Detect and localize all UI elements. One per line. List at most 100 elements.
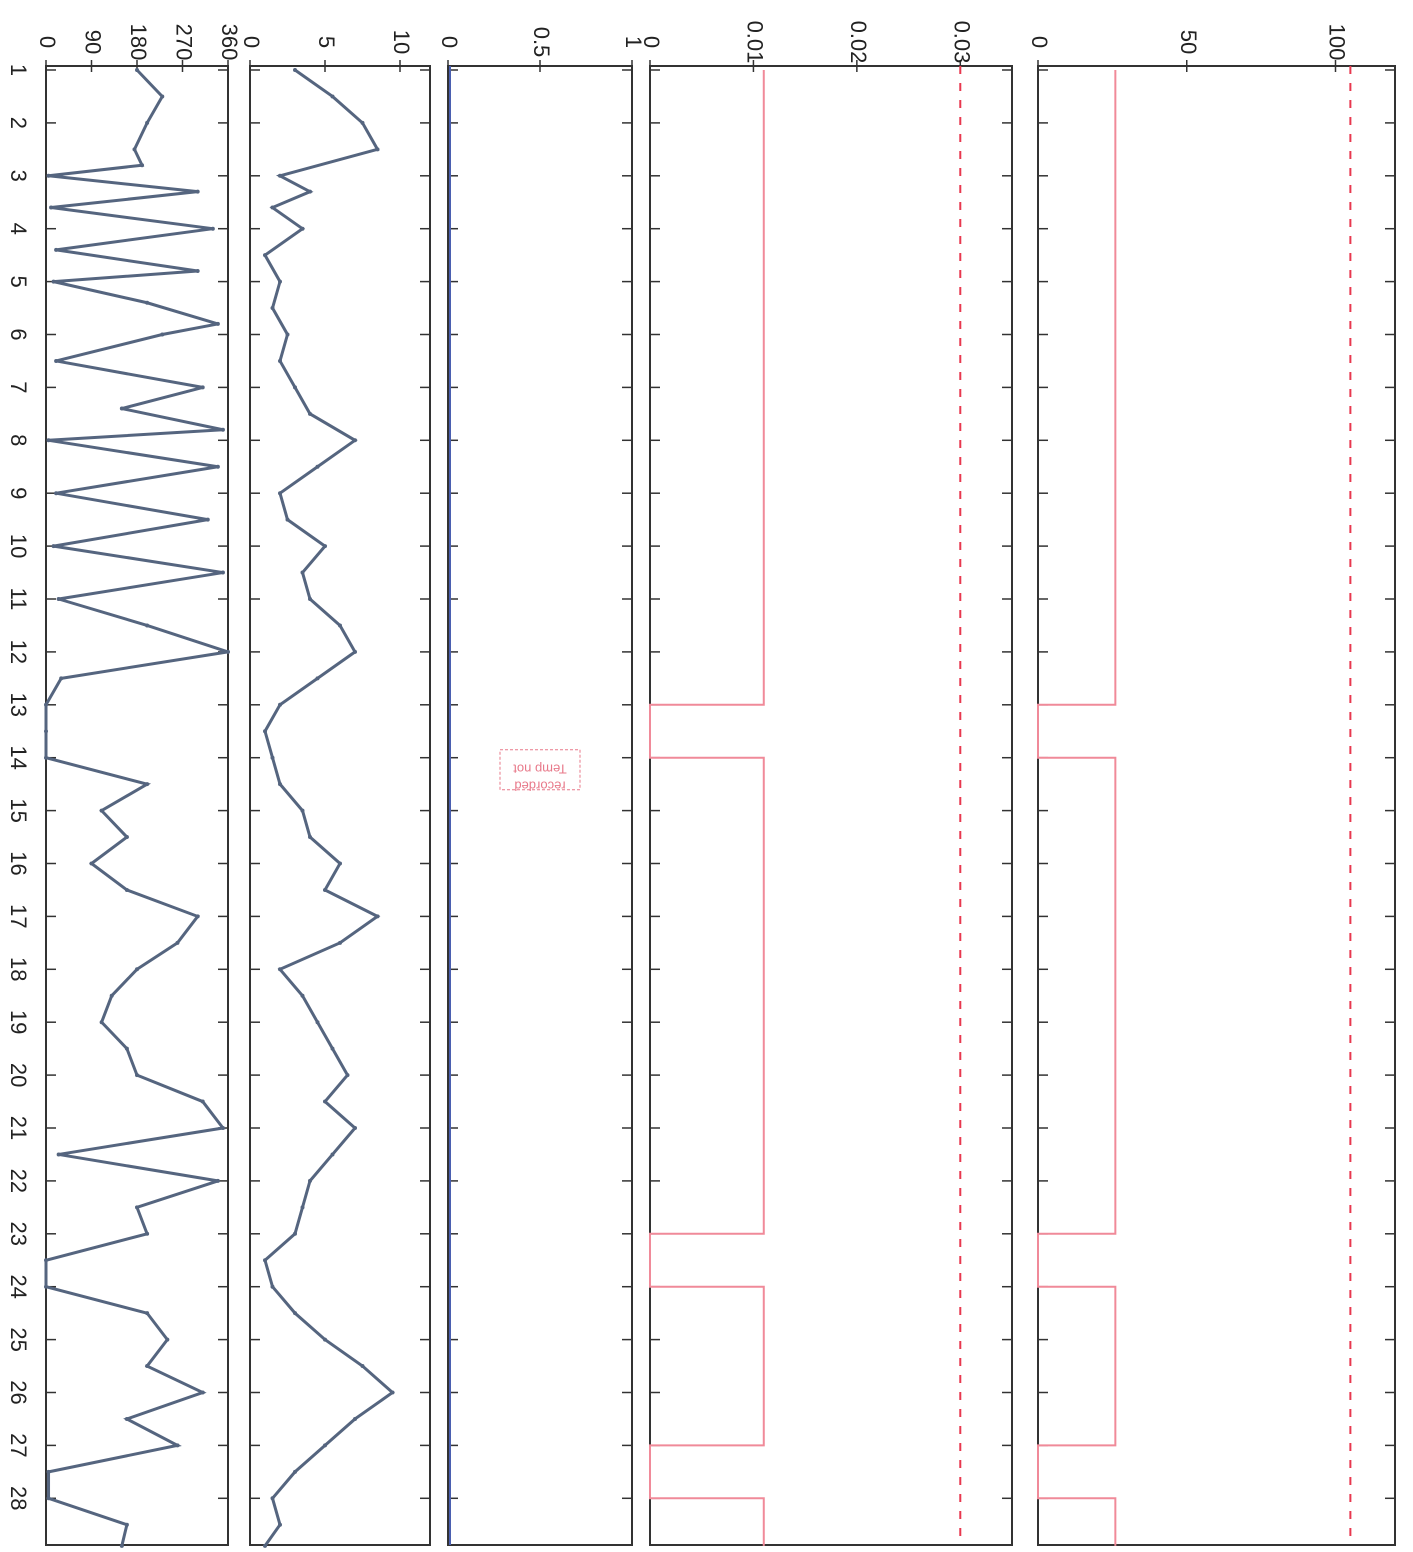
panel-4-data-point [323, 544, 327, 549]
day-tick-label: 10 [6, 534, 31, 558]
panel-5-data-point [160, 332, 165, 337]
day-tick-label: 3 [6, 170, 31, 182]
panel-5-data-point [145, 1364, 150, 1369]
panel-5-data-point [124, 835, 129, 840]
panel-4-data-point [360, 120, 365, 125]
panel-4-data-point [285, 332, 290, 337]
panel-5-value-tick-label: 270 [172, 24, 197, 61]
panel-4-data-point [263, 253, 267, 258]
panel-4-data-point [293, 1469, 297, 1474]
panel-5-data-point [145, 300, 150, 305]
panel-5-data-point [135, 68, 139, 72]
panel-4-data-point [308, 597, 312, 601]
panel-4-data-point [353, 1126, 357, 1130]
panel-4-data-point [308, 835, 312, 840]
panel-3-frame [447, 65, 633, 1546]
panel-3-value-tick-label: 1 [621, 36, 646, 48]
day-tick-label: 11 [6, 588, 31, 611]
panel-4-data-point [278, 279, 282, 284]
panel-5-data-point [215, 464, 220, 469]
panel-5-data-point [220, 1126, 225, 1130]
day-tick-label: 13 [6, 693, 31, 717]
panel-2-value-tick-label: 0.03 [949, 21, 974, 64]
panel-2-value-tick-label: 0.02 [846, 21, 871, 64]
day-tick-label: 14 [6, 745, 31, 769]
panel-5-value-tick-label: 360 [217, 24, 242, 61]
panel-5-data-point [220, 427, 225, 432]
panel-4-data-point [270, 1284, 275, 1289]
panel-5-data-point [200, 1099, 205, 1104]
panel-4-data-point [263, 1258, 267, 1263]
panel-4-data-point [308, 1178, 312, 1183]
panel-5-data-point [124, 1416, 129, 1421]
panel-4-data-point [278, 1522, 282, 1527]
day-tick-label: 15 [6, 798, 31, 822]
panel-4-data-point [293, 68, 297, 72]
panel-5-data-point [99, 808, 104, 813]
panel-5-data-point [51, 279, 56, 284]
day-tick-label: 6 [6, 328, 31, 340]
panel-4-data-point [293, 1231, 297, 1236]
panel-5-data-point [54, 358, 59, 363]
day-tick-label: 1 [6, 64, 31, 76]
panel-5-data-point [195, 914, 200, 919]
panel-4-series-line [263, 68, 395, 1547]
panel-5-data-point [160, 94, 165, 99]
panel-4-data-point [338, 623, 342, 628]
day-tick-label: 2 [6, 117, 31, 129]
panel-2-value-tick-label: 0.01 [743, 21, 768, 64]
panel-5-data-point [145, 1231, 150, 1236]
panel-5-frame [45, 65, 229, 1546]
panel-1-frame [1037, 65, 1396, 1546]
panel-5-data-point [44, 1258, 48, 1263]
panel-5-data-point [132, 147, 137, 152]
day-tick-label: 20 [6, 1063, 31, 1087]
panel-4-data-point [263, 729, 267, 734]
panel-2-frame [649, 65, 1013, 1546]
panel-4-data-point [330, 1152, 335, 1157]
panel-4-data-point [315, 464, 320, 469]
panel-5-data-point [56, 1152, 61, 1157]
panel-5-data-point [46, 438, 51, 443]
panel-5-data-point [135, 1205, 139, 1210]
day-tick-label: 27 [6, 1433, 31, 1457]
day-tick-label: 5 [6, 275, 31, 287]
panel-4-value-tick-label: 0 [239, 36, 264, 48]
panel-5-data-point [175, 940, 180, 945]
day-tick-label: 9 [6, 487, 31, 499]
panel-5-data-point [215, 321, 220, 326]
day-tick-label: 21 [6, 1116, 31, 1140]
day-tick-label: 23 [6, 1222, 31, 1246]
panel-5-data-point [54, 491, 59, 496]
panel-4-frame [249, 65, 431, 1546]
panel-4-data-point [353, 649, 357, 654]
panel-1-value-tick-label: 100 [1325, 24, 1350, 61]
panel-5-data-point [44, 755, 48, 760]
panel-4-data-point [300, 1205, 305, 1210]
panel-5-value-tick-label: 180 [126, 24, 151, 61]
panel-4-data-point [278, 702, 282, 707]
day-tick-label: 12 [6, 640, 31, 664]
panel-4-value-tick-label: 10 [389, 30, 414, 54]
panel-4-data-point [270, 205, 275, 210]
panel-5-data-point [89, 861, 94, 866]
day-tick-label: 26 [6, 1380, 31, 1404]
panel-5-data-point [175, 1443, 180, 1448]
panel-4-data-point [278, 967, 282, 972]
panel-5-data-point [54, 247, 59, 252]
panel-5-data-point [44, 1284, 48, 1289]
panel-5-data-point [140, 163, 145, 168]
panel-5-data-point [44, 729, 48, 734]
temp-annotation-box [499, 749, 581, 791]
panel-5-data-point [165, 1337, 170, 1342]
panel-2-series-line [649, 70, 765, 1546]
temp-annotation-line2: recorded [514, 779, 565, 794]
panel-3-value-tick-label: 0 [437, 36, 462, 48]
panel-5-data-point [135, 1073, 139, 1078]
panel-5-data-point [135, 967, 139, 972]
panel-2-value-tick-label: 0 [639, 36, 664, 48]
panel-4-data-point [300, 993, 305, 998]
panel-5-data-point [145, 623, 150, 628]
panel-5-data-point [215, 1178, 220, 1183]
